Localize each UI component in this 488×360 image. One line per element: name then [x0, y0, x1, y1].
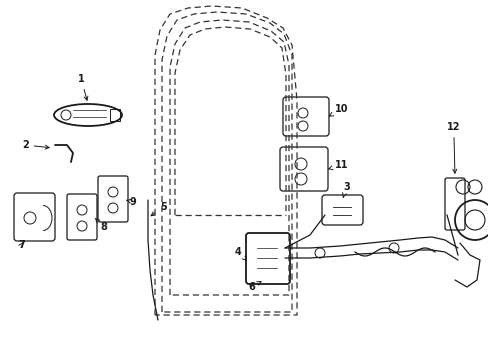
Text: 5: 5 [151, 202, 166, 216]
Text: 4: 4 [235, 247, 246, 261]
Text: 11: 11 [328, 160, 348, 170]
Text: 2: 2 [22, 140, 49, 150]
Text: 8: 8 [95, 218, 107, 232]
Text: 6: 6 [247, 282, 261, 292]
Text: 9: 9 [126, 197, 137, 207]
Text: 1: 1 [78, 74, 88, 100]
Text: 7: 7 [18, 240, 25, 250]
Bar [110, 109, 120, 121]
Text: 10: 10 [328, 104, 348, 116]
Text: 3: 3 [342, 182, 349, 198]
Text: 12: 12 [446, 122, 460, 173]
